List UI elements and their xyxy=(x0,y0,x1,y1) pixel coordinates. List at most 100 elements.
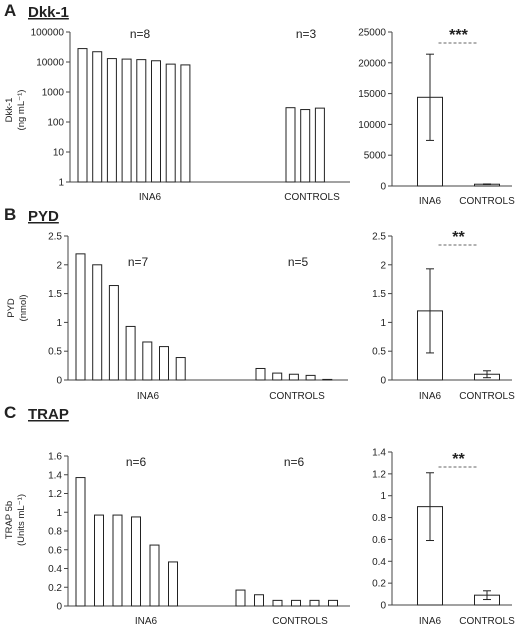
panel-c-summary-tick-label: 0 xyxy=(380,601,386,612)
panel-a-individual-n-label: n=8 xyxy=(130,27,151,41)
panel-c-individual-bar xyxy=(235,589,246,607)
panel-b-individual-bar xyxy=(305,374,316,381)
panel-b-individual-tick-label: 2 xyxy=(56,260,62,271)
panel-c-individual-bar xyxy=(94,514,104,607)
panel-a-individual-category-label: CONTROLS xyxy=(284,192,340,203)
panel-b-individual-n-label: n=5 xyxy=(288,255,309,269)
panel-b-title: PYD xyxy=(28,208,59,225)
panel-a-individual-category-label: INA6 xyxy=(139,192,162,203)
panel-a-individual-bar xyxy=(77,48,88,183)
panel-a-individual-bar xyxy=(285,107,296,183)
panel-a-individual-bar xyxy=(165,63,176,183)
panel-b-individual-category-label: INA6 xyxy=(137,391,160,402)
panel-b-individual-bar xyxy=(159,346,169,381)
panel-c-individual-bar xyxy=(112,514,123,607)
panel-b-summary-category-label: INA6 xyxy=(419,391,442,402)
panel-a-summary-significance: *** xyxy=(449,27,468,44)
panel-a-individual-tick-label: 1 xyxy=(58,178,64,189)
panel-a-summary-category-label: INA6 xyxy=(419,196,442,207)
panel-c-individual-bar xyxy=(149,544,160,607)
panel-b-header: B PYD xyxy=(4,205,59,225)
panel-a-summary-tick-label: 5000 xyxy=(364,151,387,162)
panel-b-individual-bar xyxy=(288,373,299,381)
panel-a-summary-tick-label: 0 xyxy=(380,182,386,193)
panel-b-individual-bar xyxy=(108,285,119,381)
panel-c-header: C TRAP xyxy=(4,403,69,423)
panel-c-individual-bar xyxy=(254,594,264,607)
panel-c-individual-n-label: n=6 xyxy=(126,455,147,469)
panel-c-individual-bar xyxy=(291,599,301,607)
panel-c-individual-tick-label: 1 xyxy=(56,508,62,519)
panel-c-summary-tick-label: 1 xyxy=(380,491,386,502)
panel-a-summary-category-label: CONTROLS xyxy=(459,196,515,207)
panel-b-summary-tick-label: 1.5 xyxy=(372,289,386,300)
panel-c-individual-bar xyxy=(75,477,86,607)
panel-b-summary-tick-label: 1 xyxy=(380,318,386,329)
panel-b-ylabel: PYD (nmol) xyxy=(6,295,29,322)
panel-a-summary-tick-label: 25000 xyxy=(358,28,386,39)
panel-c-summary-category-label: INA6 xyxy=(419,616,442,627)
panel-a-ylabel-line1: Dkk-1 xyxy=(4,98,15,123)
panel-c-individual-tick-label: 0.2 xyxy=(48,583,62,594)
panel-c-individual-tick-label: 0.8 xyxy=(48,527,62,538)
panel-c-individual-tick-label: 1.6 xyxy=(48,452,62,463)
panel-b-summary-tick-label: 2 xyxy=(380,260,386,271)
panel-a-individual-bar xyxy=(300,109,311,183)
panel-c-individual-tick-label: 1.4 xyxy=(48,470,62,481)
panel-a-individual-bar xyxy=(314,107,325,183)
panel-b-individual-tick-label: 0.5 xyxy=(48,347,62,358)
panel-c-summary-significance: ** xyxy=(452,451,465,468)
panel-b-individual-bar xyxy=(272,372,283,381)
panel-a-individual-tick-label: 10000 xyxy=(36,58,64,69)
panel-c-individual-category-label: INA6 xyxy=(135,616,158,627)
panel-b-individual-tick-label: 0 xyxy=(56,376,62,387)
panel-b-individual-bar xyxy=(255,367,266,381)
panel-b-summary-category-label: CONTROLS xyxy=(459,391,515,402)
panel-a-summary-tick-label: 15000 xyxy=(358,89,386,100)
panel-b-individual-bar xyxy=(142,341,153,381)
panel-a-individual-tick-label: 100000 xyxy=(31,28,65,39)
panel-c-summary-tick-label: 0.4 xyxy=(372,557,386,568)
panel-b-individual-tick-label: 1.5 xyxy=(48,289,62,300)
panel-c-summary-tick-label: 0.2 xyxy=(372,579,386,590)
panel-a-individual-bar xyxy=(136,59,147,183)
panel-a-ylabel: Dkk-1 (ng mL⁻¹) xyxy=(4,90,27,131)
panel-b-individual-n-label: n=7 xyxy=(128,255,149,269)
panel-b-summary-tick-label: 0.5 xyxy=(372,347,386,358)
panel-c-individual-category-label: CONTROLS xyxy=(272,616,328,627)
panel-c-individual-bar xyxy=(309,599,320,607)
panel-b-individual-tick-label: 2.5 xyxy=(48,232,62,243)
panel-c-individual-tick-label: 0.6 xyxy=(48,545,62,556)
panel-c-individual-n-label: n=6 xyxy=(284,455,305,469)
panel-c-individual-tick-label: 1.2 xyxy=(48,489,62,500)
panel-b-individual-category-label: CONTROLS xyxy=(269,391,325,402)
panel-a-title: Dkk-1 xyxy=(28,4,69,21)
panel-b-ylabel-line2: (nmol) xyxy=(18,295,29,322)
panel-a-summary-tick-label: 20000 xyxy=(358,58,386,69)
panel-b-individual-bar xyxy=(75,253,86,381)
panel-a-header: A Dkk-1 xyxy=(4,1,69,21)
panel-a-individual-n-label: n=3 xyxy=(296,27,317,41)
panel-a-ylabel-line2: (ng mL⁻¹) xyxy=(16,90,27,131)
panel-b-individual-bar xyxy=(322,378,333,381)
panel-b-ylabel-line1: PYD xyxy=(6,298,17,318)
panel-a-summary-bar xyxy=(417,96,443,187)
panel-c-individual-bar xyxy=(272,599,283,607)
panel-c-individual-tick-label: 0 xyxy=(56,602,62,613)
panel-a-individual-bar xyxy=(151,60,161,183)
panel-a-individual-bar xyxy=(121,58,132,183)
panel-a-individual-tick-label: 100 xyxy=(47,118,64,129)
panel-c-summary-tick-label: 0.8 xyxy=(372,513,386,524)
panel-a-letter: A xyxy=(4,1,16,20)
panel-c-individual-bar xyxy=(168,561,178,607)
panel-c-summary-tick-label: 1.2 xyxy=(372,469,386,480)
panel-b-individual-tick-label: 1 xyxy=(56,318,62,329)
panel-b-summary-tick-label: 2.5 xyxy=(372,232,386,243)
panel-a-individual-bar xyxy=(106,58,117,183)
panel-c-summary-tick-label: 0.6 xyxy=(372,535,386,546)
panel-c-ylabel-line1: TRAP 5b xyxy=(4,501,15,539)
panel-a-individual-tick-label: 10 xyxy=(53,148,65,159)
panel-b-summary-significance: ** xyxy=(452,229,465,246)
